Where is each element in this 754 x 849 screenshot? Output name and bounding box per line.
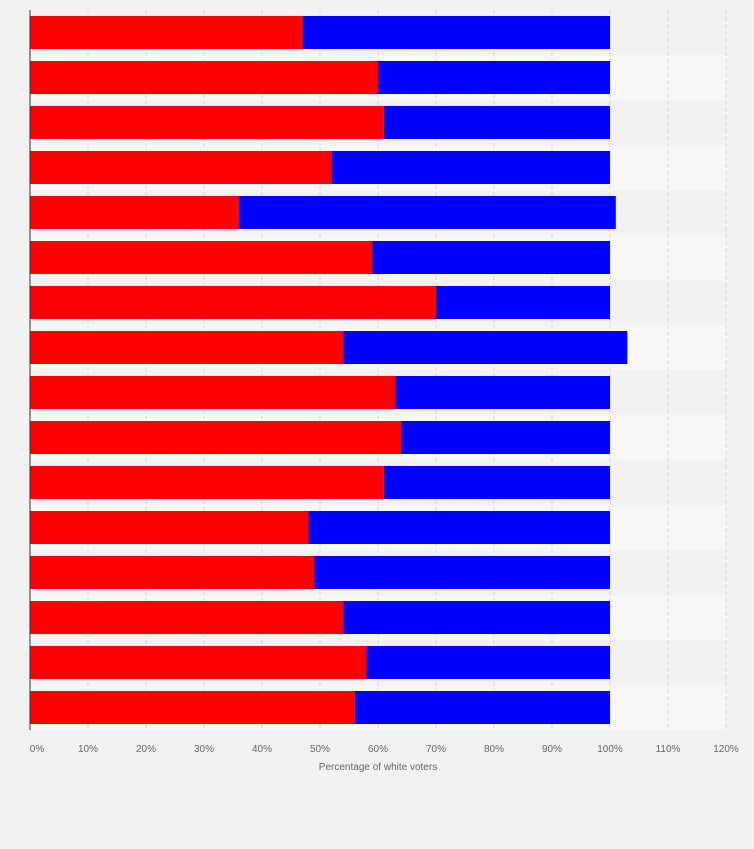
bar-blue-segment xyxy=(436,286,610,319)
bar-blue-segment xyxy=(308,511,610,544)
bar-blue-segment xyxy=(378,61,610,94)
bar-blue-segment xyxy=(383,106,610,139)
bar-red-segment xyxy=(30,151,332,184)
x-tick-label: 90% xyxy=(542,744,562,755)
bars xyxy=(30,16,628,724)
bar-red-segment xyxy=(30,61,378,94)
x-tick-label: 120% xyxy=(713,744,739,755)
x-tick-label: 10% xyxy=(78,744,98,755)
bar-red-segment xyxy=(30,331,344,364)
bar-blue-segment xyxy=(354,691,610,724)
bar-blue-segment xyxy=(331,151,610,184)
x-axis-title: Percentage of white voters xyxy=(319,762,437,773)
bar-red-segment xyxy=(30,466,384,499)
bar-blue-segment xyxy=(383,466,610,499)
bar-blue-segment xyxy=(372,241,610,274)
bar-red-segment xyxy=(30,601,344,634)
x-tick-labels: 0% 10% 20% 30% 40% 50% 60% 70% 80% 90% 100% 110% 120… xyxy=(30,744,739,755)
bar-blue-segment xyxy=(343,601,610,634)
bar-red-segment xyxy=(30,646,367,679)
x-tick-label: 100% xyxy=(597,744,623,755)
x-tick-label: 30% xyxy=(194,744,214,755)
bar-red-segment xyxy=(30,241,373,274)
bar-red-segment xyxy=(30,376,396,409)
bar-red-segment xyxy=(30,511,309,544)
bar-red-segment xyxy=(30,286,436,319)
bar-blue-segment xyxy=(366,646,610,679)
x-tick-label: 20% xyxy=(136,744,156,755)
bar-red-segment xyxy=(30,196,239,229)
x-tick-label: 50% xyxy=(310,744,330,755)
bar-red-segment xyxy=(30,556,315,589)
bar-blue-segment xyxy=(395,376,610,409)
bar-red-segment xyxy=(30,106,384,139)
bar-blue-segment xyxy=(343,331,628,364)
bar-blue-segment xyxy=(314,556,610,589)
bar-red-segment xyxy=(30,421,402,454)
bar-blue-segment xyxy=(401,421,610,454)
x-tick-label: 60% xyxy=(368,744,388,755)
x-tick-label: 0% xyxy=(30,744,45,755)
bar-blue-segment xyxy=(302,16,610,49)
x-tick-label: 110% xyxy=(656,744,681,755)
bar-red-segment xyxy=(30,691,355,724)
x-tick-label: 70% xyxy=(426,744,446,755)
bar-red-segment xyxy=(30,16,303,49)
x-tick-label: 80% xyxy=(484,744,504,755)
bar-blue-segment xyxy=(238,196,616,229)
x-tick-label: 40% xyxy=(252,744,272,755)
